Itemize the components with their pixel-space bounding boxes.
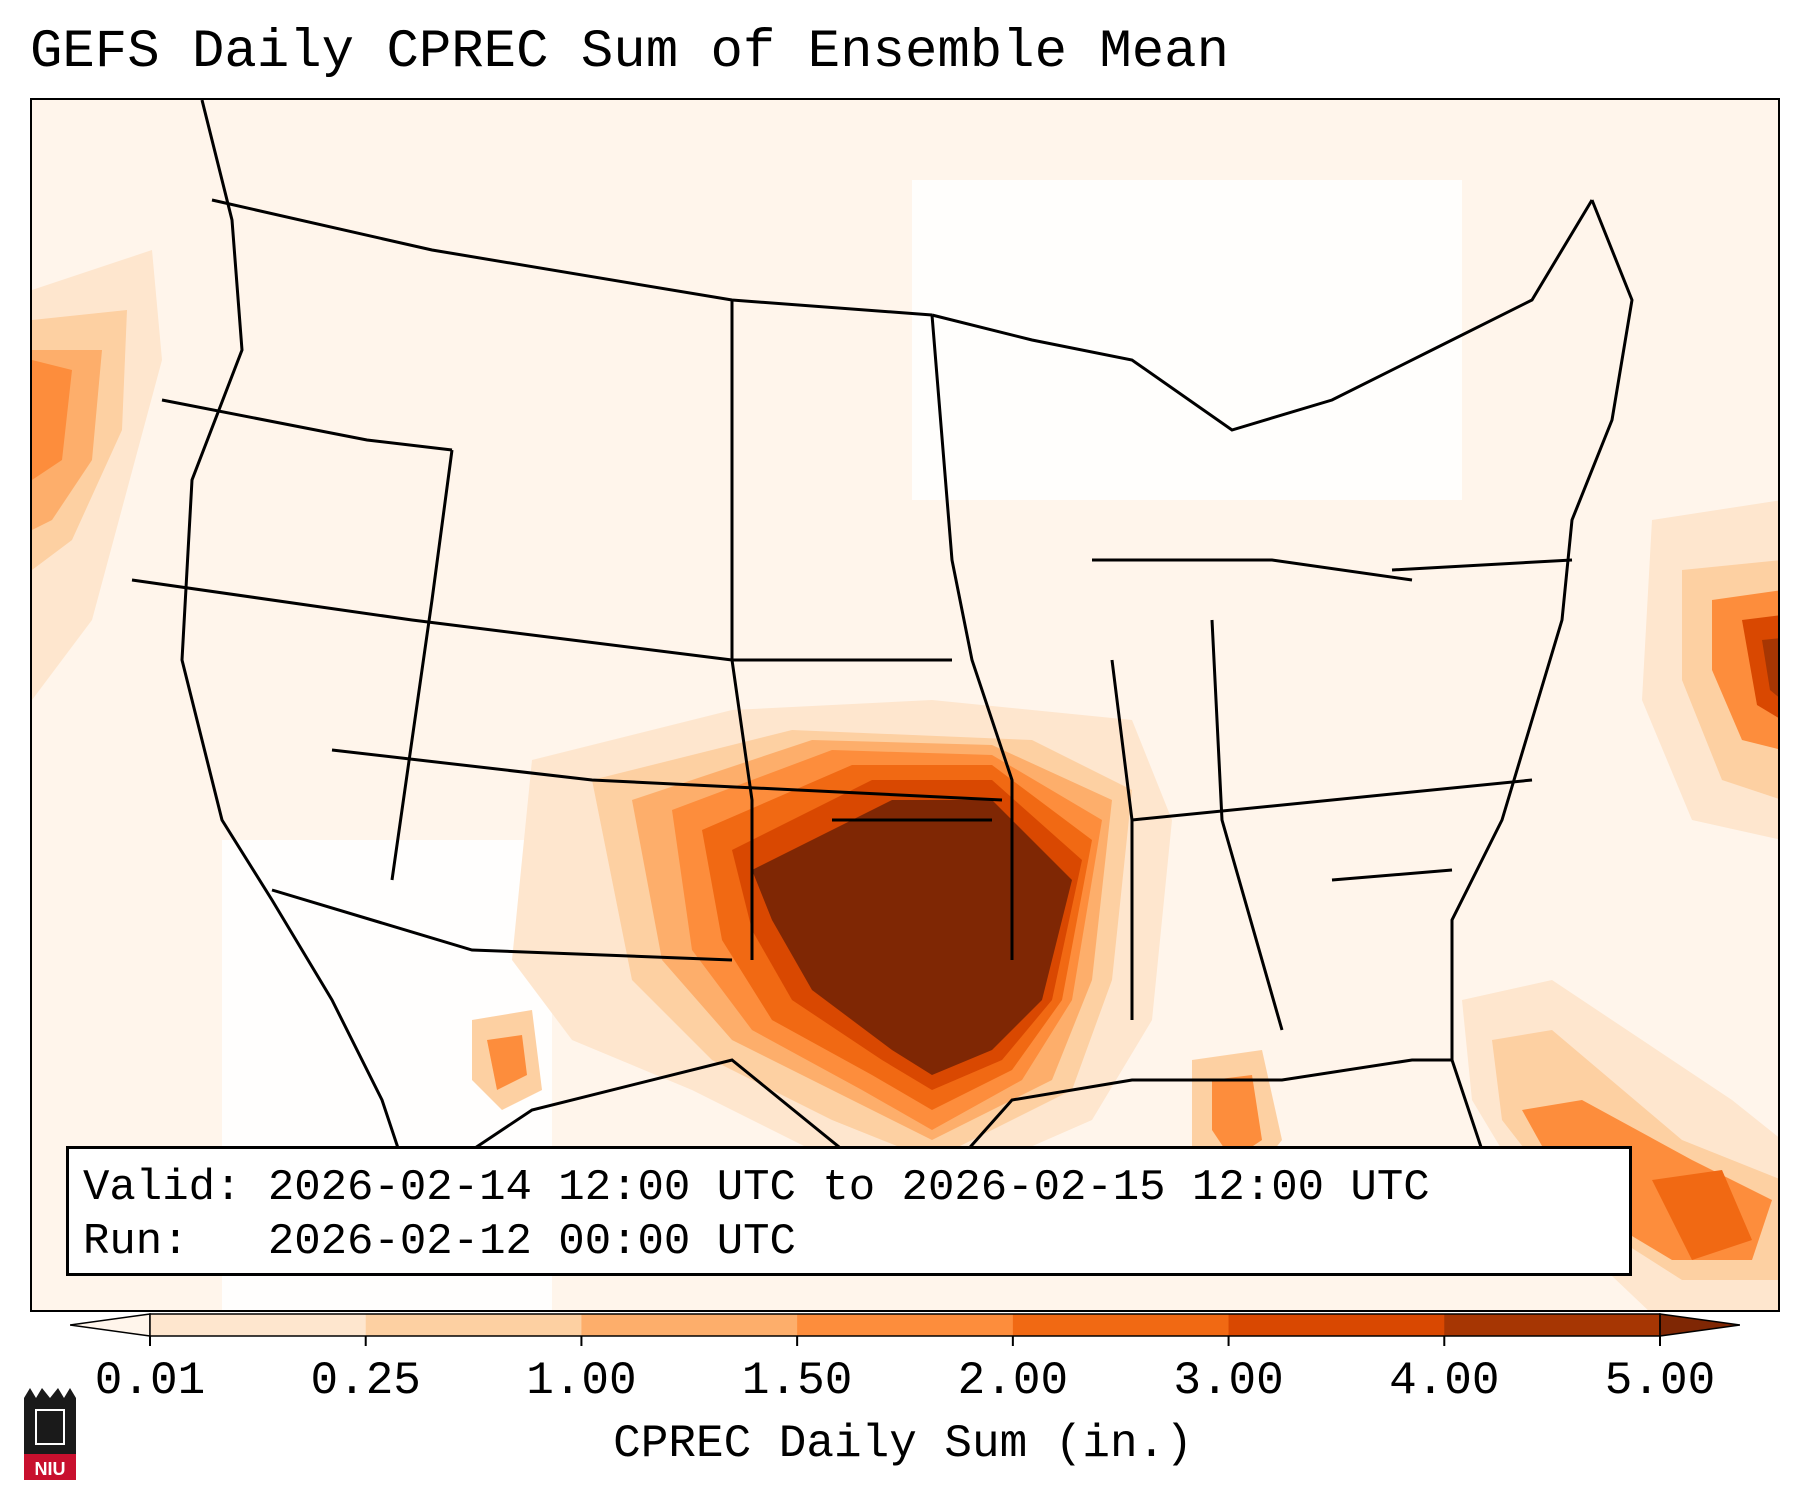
al-line: [1210, 619, 1284, 1031]
dry-area-north: [912, 180, 1462, 500]
logo-text: NIU: [35, 1459, 66, 1479]
precip-bahamas: [1462, 980, 1778, 1310]
oh-line: [1092, 558, 1413, 582]
colorbar-extend-max: [1659, 1313, 1740, 1337]
valid-value: 2026-02-14 12:00 UTC to 2026-02-15 12:00…: [267, 1163, 1430, 1213]
colorbar-tick-label: 4.00: [1389, 1355, 1500, 1407]
colorbar-tick-label: 0.01: [94, 1355, 206, 1407]
tn-line: [1131, 778, 1533, 822]
mn-ia-line: [930, 314, 1014, 960]
west-coastline: [180, 100, 414, 1191]
run-label: Run:: [83, 1217, 189, 1267]
precip-atlantic: [1642, 500, 1778, 840]
co-ks-line: [331, 748, 1003, 802]
colorbar-outline: [149, 1313, 1661, 1337]
valid-label: Valid:: [83, 1163, 242, 1213]
colorbar-tick-label: 2.00: [957, 1355, 1069, 1407]
ga-sc-line: [1331, 868, 1453, 882]
or-wa-line: [161, 398, 453, 452]
ut-line: [390, 449, 454, 881]
east-coastline: [1450, 199, 1634, 1181]
colorbar-tick-label: 1.00: [526, 1355, 637, 1407]
colorbar-segment: [150, 1314, 367, 1336]
valid-row: Valid: 2026-02-14 12:00 UTC to 2026-02-1…: [83, 1161, 1615, 1215]
mid-west-line: [131, 578, 733, 662]
colorbar-segment: [1228, 1314, 1445, 1336]
colorbar-tick-label: 5.00: [1604, 1355, 1716, 1407]
colorbar-tick-label: 1.50: [741, 1355, 853, 1407]
nm-line: [730, 300, 754, 960]
colorbar-segment: [1444, 1314, 1661, 1336]
map-title: GEFS Daily CPREC Sum of Ensemble Mean: [30, 22, 1229, 83]
state-borders: [131, 100, 1634, 1192]
colorbar-segment: [1012, 1314, 1230, 1336]
precip-map: [30, 98, 1780, 1312]
colorbar-segment: [365, 1314, 582, 1336]
colorbar-tick-label: 0.25: [310, 1355, 421, 1407]
run-value: 2026-02-12 00:00 UTC: [267, 1217, 796, 1267]
gulf-coastline: [411, 1058, 1452, 1192]
colorbar-extend-min: [70, 1313, 151, 1337]
northern-border-east: [931, 199, 1594, 432]
colorbar-tick-label: 3.00: [1173, 1355, 1284, 1407]
run-row: Run: 2026-02-12 00:00 UTC: [83, 1215, 1615, 1269]
map-canvas: [32, 100, 1778, 1310]
az-nm-line: [271, 888, 733, 962]
niu-logo-icon: NIU: [24, 1388, 76, 1480]
precip-pacific-nw: [32, 250, 162, 700]
precip-southern-plains: [512, 700, 1172, 1190]
northern-border-west: [211, 198, 933, 317]
pa-line: [1391, 558, 1573, 572]
valid-time-box: Valid: 2026-02-14 12:00 UTC to 2026-02-1…: [66, 1146, 1632, 1276]
colorbar-segment: [797, 1314, 1014, 1336]
colorbar-segment: [581, 1314, 798, 1336]
colorbar-label: CPREC Daily Sum (in.): [613, 1418, 1193, 1470]
colorbar: [70, 1313, 1740, 1346]
